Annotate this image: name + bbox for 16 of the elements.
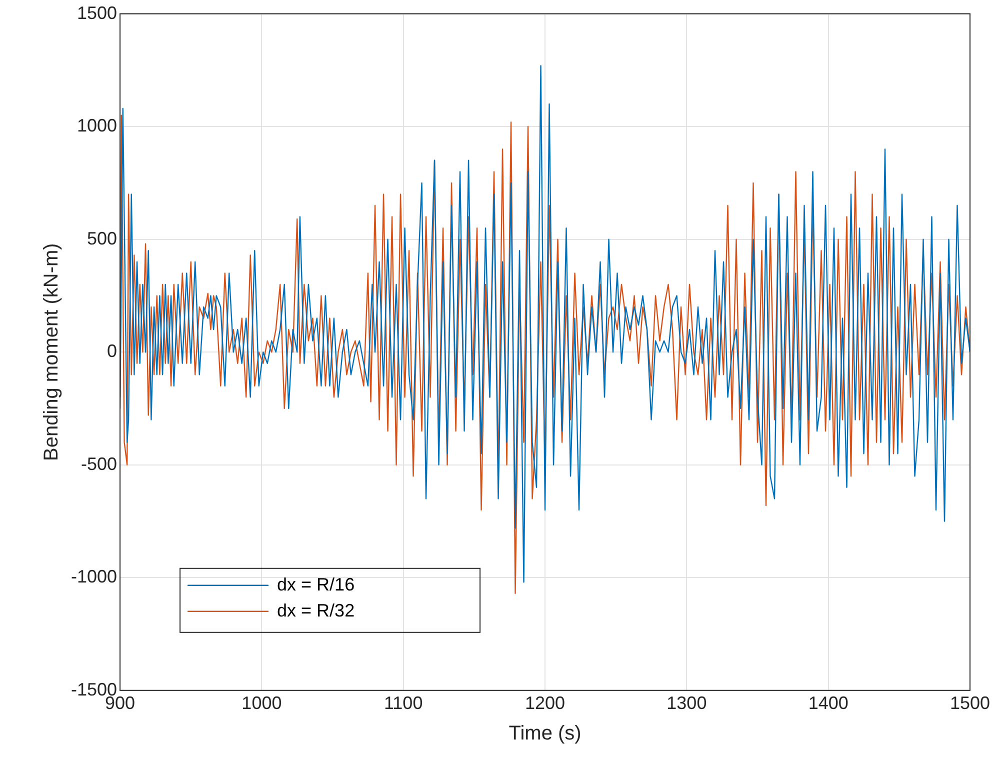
x-tick-label: 1300: [666, 693, 707, 714]
legend-label: dx = R/32: [277, 600, 355, 620]
x-tick-label: 1000: [242, 693, 282, 714]
y-tick-label: 1500: [76, 2, 118, 23]
y-tick-label: 0: [107, 341, 118, 362]
x-tick-label: 1400: [808, 693, 848, 714]
legend-label: dx = R/16: [277, 574, 355, 594]
x-tick-label: 1200: [524, 693, 566, 714]
x-tick-label: 1500: [950, 693, 990, 714]
y-axis-title: Bending moment (kN-m): [40, 243, 63, 462]
x-tick-label: 1100: [384, 693, 423, 714]
y-tick-label: -1000: [70, 566, 118, 587]
y-tick-label: 1000: [76, 116, 118, 136]
y-tick-label: 500: [86, 228, 118, 248]
x-axis-title: Time (s): [508, 722, 582, 745]
y-tick-label: -500: [81, 454, 118, 474]
